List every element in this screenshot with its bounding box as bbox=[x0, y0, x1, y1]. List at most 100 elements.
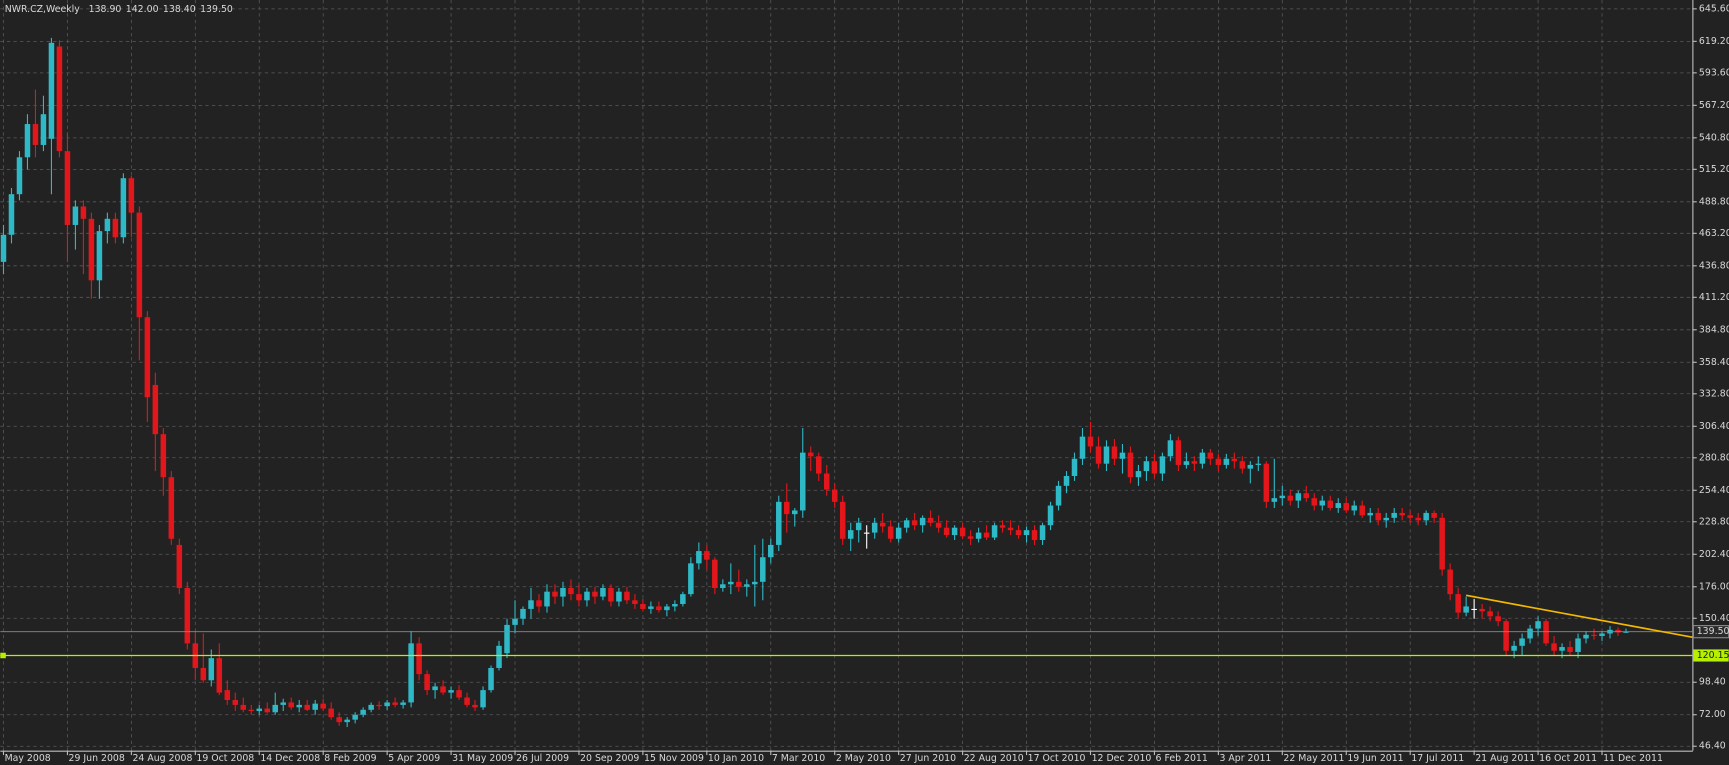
candle-body bbox=[216, 658, 223, 693]
candle-body bbox=[1471, 608, 1477, 611]
candle-body bbox=[1327, 500, 1334, 508]
x-tick-label: 31 May 2009 bbox=[452, 753, 513, 764]
x-tick-label: 19 Oct 2008 bbox=[196, 753, 254, 764]
x-tick-label: 27 Jun 2010 bbox=[900, 753, 956, 764]
candle-body bbox=[1335, 503, 1342, 508]
candle-body bbox=[1055, 485, 1062, 506]
x-tick-label: 11 Dec 2011 bbox=[1603, 753, 1663, 764]
candle-body bbox=[768, 544, 774, 558]
candle-body bbox=[224, 690, 231, 700]
candle-body bbox=[488, 667, 494, 691]
y-tick-label: 593.60 bbox=[1699, 67, 1729, 78]
support-label-box bbox=[1693, 649, 1729, 662]
x-tick-label: 10 Jan 2010 bbox=[708, 753, 764, 764]
candle-body bbox=[752, 581, 758, 585]
x-tick-label: 15 Nov 2009 bbox=[644, 753, 704, 764]
candle-body bbox=[344, 719, 350, 723]
candle-body bbox=[1591, 634, 1597, 636]
candle-body bbox=[280, 702, 286, 705]
candle-body bbox=[1615, 629, 1621, 633]
candle-body bbox=[696, 551, 702, 564]
x-tick-label: 22 Aug 2010 bbox=[964, 753, 1024, 764]
candle-body bbox=[839, 501, 846, 539]
candle-body bbox=[776, 501, 782, 545]
candle-body bbox=[1399, 512, 1405, 516]
y-tick-label: 332.80 bbox=[1699, 388, 1729, 399]
x-tick-label: 21 Aug 2011 bbox=[1475, 753, 1535, 764]
candle-body bbox=[184, 587, 191, 644]
candle-body bbox=[104, 218, 111, 232]
candle-body bbox=[232, 699, 239, 705]
candle-body bbox=[1431, 512, 1437, 518]
candle-body bbox=[352, 714, 358, 720]
candle-body bbox=[1151, 461, 1158, 474]
trendline bbox=[1465, 594, 1693, 639]
candle-body bbox=[664, 606, 670, 611]
candle-body bbox=[863, 532, 870, 534]
candle-body bbox=[871, 522, 878, 533]
candle-body bbox=[424, 674, 430, 691]
candle-body bbox=[1503, 621, 1509, 651]
candle-body bbox=[831, 489, 838, 502]
candle-body bbox=[0, 234, 7, 262]
candle-body bbox=[959, 527, 966, 537]
y-tick-label: 436.80 bbox=[1699, 260, 1729, 271]
candle-body bbox=[632, 600, 638, 604]
candle-body bbox=[1247, 464, 1254, 469]
candle-body bbox=[320, 703, 326, 709]
candle-body bbox=[672, 603, 678, 607]
candle-body bbox=[688, 563, 694, 595]
candle-body bbox=[975, 532, 982, 539]
candle-body bbox=[568, 587, 574, 595]
candle-body bbox=[1383, 517, 1389, 521]
candle-body bbox=[1087, 436, 1094, 447]
candle-body bbox=[1367, 512, 1373, 516]
y-tick-label: 619.20 bbox=[1699, 36, 1729, 47]
candle-body bbox=[712, 559, 718, 588]
y-tick-label: 384.80 bbox=[1699, 324, 1729, 335]
candle-body bbox=[1623, 631, 1629, 633]
low-label: 138.40 bbox=[163, 3, 196, 14]
candle-body bbox=[152, 384, 159, 435]
candle-body bbox=[784, 501, 790, 515]
x-tick-label: 22 May 2011 bbox=[1283, 753, 1344, 764]
candle-body bbox=[400, 702, 406, 705]
candle-body bbox=[72, 206, 79, 225]
candle-body bbox=[935, 522, 942, 528]
candle-body bbox=[264, 708, 271, 713]
x-tick-label: 16 Oct 2011 bbox=[1539, 753, 1597, 764]
candle-body bbox=[1119, 452, 1126, 459]
y-tick-label: 72.00 bbox=[1699, 709, 1726, 720]
candle-body bbox=[895, 527, 902, 539]
y-tick-label: 150.40 bbox=[1699, 613, 1729, 624]
support-label: 120.15 bbox=[1697, 650, 1729, 661]
overlays bbox=[0, 594, 1693, 659]
axes: 645.60 619.20 593.60 567.20 540.80 515.20 488.… bbox=[2, 3, 1729, 764]
candle-body bbox=[680, 594, 686, 604]
candle-body bbox=[744, 584, 750, 587]
candle-body bbox=[256, 708, 263, 712]
candle-body bbox=[392, 702, 398, 705]
y-tick-label: 515.20 bbox=[1699, 164, 1729, 175]
candle-body bbox=[1511, 645, 1517, 651]
candle-body bbox=[456, 690, 462, 698]
y-tick-label: 176.00 bbox=[1699, 581, 1729, 592]
candle-body bbox=[1583, 634, 1589, 639]
candle-body bbox=[616, 591, 622, 602]
candle-body bbox=[799, 452, 806, 511]
candle-body bbox=[376, 704, 382, 707]
candle-body bbox=[304, 704, 310, 710]
y-tick-label: 463.20 bbox=[1699, 228, 1729, 239]
chart-title: NWR.CZ,Weekly 138.90 142.00 138.40 139.50 bbox=[5, 3, 233, 14]
y-tick-label: 98.40 bbox=[1699, 677, 1726, 688]
candle-body bbox=[176, 544, 183, 588]
y-tick-label: 202.40 bbox=[1699, 549, 1729, 560]
candle-body bbox=[128, 178, 135, 213]
candle-body bbox=[48, 42, 55, 139]
candle-body bbox=[1255, 463, 1262, 465]
candle-body bbox=[919, 517, 926, 526]
candle-body bbox=[464, 697, 470, 705]
candle-body bbox=[288, 702, 294, 708]
